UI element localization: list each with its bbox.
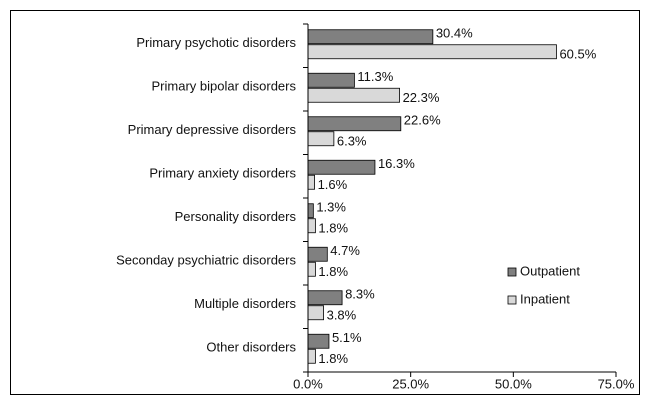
value-label: 22.6% <box>404 113 441 128</box>
bar <box>307 131 335 147</box>
x-tick-label: 0.0% <box>293 376 323 391</box>
bar <box>307 203 314 219</box>
bar <box>307 261 316 277</box>
bar <box>307 290 343 306</box>
bar <box>307 348 316 364</box>
value-label: 1.6% <box>318 177 348 192</box>
bar <box>307 246 328 262</box>
bar <box>307 116 402 132</box>
value-label: 1.3% <box>316 200 346 215</box>
value-label: 3.8% <box>327 308 357 323</box>
y-tick-label: Primary psychotic disorders <box>136 35 296 50</box>
value-label: 5.1% <box>332 330 362 345</box>
bar <box>307 87 400 103</box>
value-label: 1.8% <box>318 221 348 236</box>
bar <box>307 72 355 88</box>
x-tick-label: 25.0% <box>392 376 429 391</box>
x-tick-label: 75.0% <box>598 376 635 391</box>
bar <box>307 159 376 175</box>
chart-frame <box>10 10 640 395</box>
y-tick-label: Personality disorders <box>175 209 297 224</box>
bar <box>307 29 434 45</box>
x-tick-label: 50.0% <box>495 376 532 391</box>
bar <box>307 174 315 190</box>
value-label: 16.3% <box>378 156 415 171</box>
bar <box>307 218 316 234</box>
value-label: 8.3% <box>345 287 375 302</box>
bar <box>307 333 330 349</box>
y-tick-label: Seconday psychiatric disorders <box>116 253 296 268</box>
bar <box>307 305 325 321</box>
value-label: 1.8% <box>318 351 348 366</box>
legend-swatch <box>507 267 517 277</box>
legend-label: Inpatient <box>520 291 570 306</box>
y-tick-label: Primary anxiety disorders <box>149 166 296 181</box>
value-label: 4.7% <box>330 243 360 258</box>
value-label: 6.3% <box>337 134 367 149</box>
y-tick-label: Primary bipolar disorders <box>152 79 297 94</box>
value-label: 11.3% <box>357 69 393 84</box>
y-tick-label: Other disorders <box>206 340 296 355</box>
value-label: 22.3% <box>403 90 440 105</box>
y-tick-label: Primary depressive disorders <box>128 122 297 137</box>
value-label: 30.4% <box>436 26 473 41</box>
value-label: 60.5% <box>559 47 596 62</box>
value-label: 1.8% <box>318 264 348 279</box>
legend-swatch <box>507 295 517 305</box>
bar <box>307 44 557 60</box>
y-tick-label: Multiple disorders <box>194 296 296 311</box>
legend-label: Outpatient <box>520 263 580 278</box>
